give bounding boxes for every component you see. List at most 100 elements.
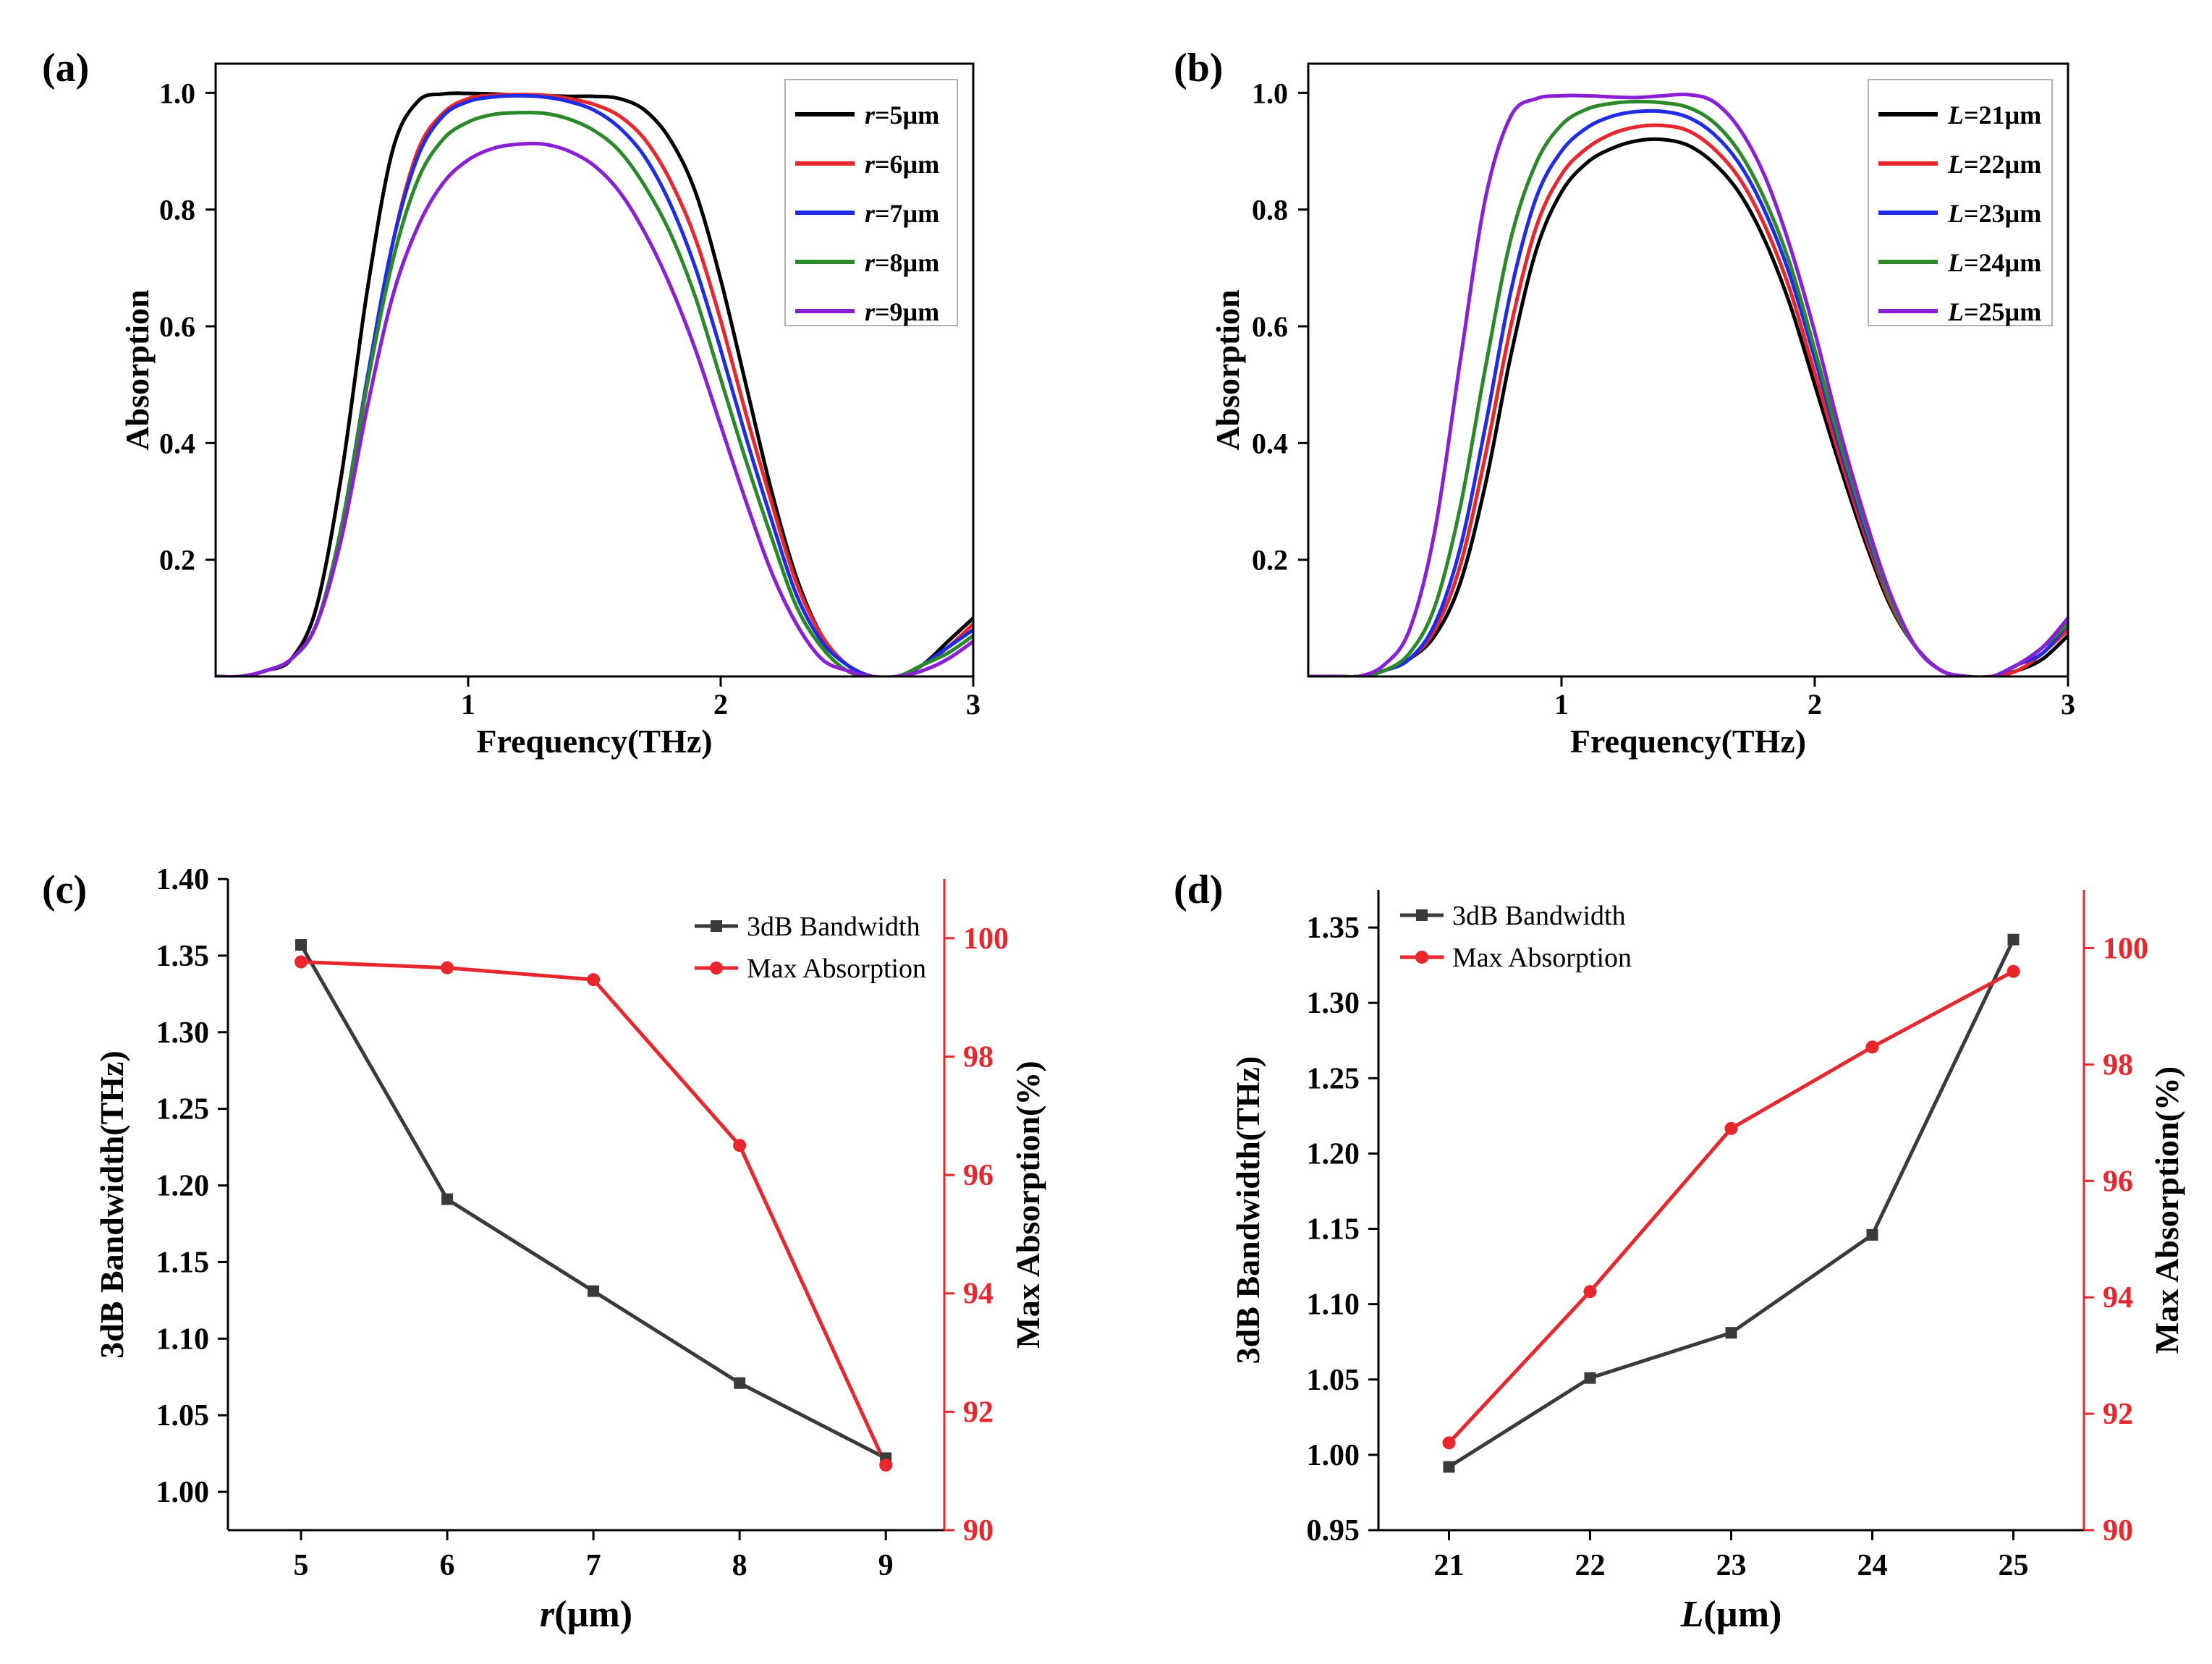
legend-box [1868, 79, 2053, 326]
x-axis-label: r(µm) [540, 1594, 632, 1635]
legend-var: r [865, 248, 876, 277]
legend-label: Max Absorption [747, 954, 926, 984]
y-tick-label: 0.2 [159, 544, 195, 577]
y-right-tick-label: 92 [2103, 1398, 2133, 1431]
y-tick-label: 1.15 [1307, 1213, 1360, 1247]
legend-value: =21µm [1964, 101, 2041, 130]
y-tick-label: 0.95 [1307, 1514, 1360, 1548]
x-axis-var: r [540, 1594, 555, 1635]
x-tick-label: 1 [461, 688, 475, 721]
series-line-r-5 [216, 141, 973, 676]
panel-label: (a) [42, 46, 89, 90]
y-right-tick-label: 96 [2103, 1165, 2133, 1198]
y-right-tick-label: 98 [963, 1040, 993, 1074]
legend-var: r [865, 150, 876, 179]
max-absorption-point [1724, 1121, 1738, 1135]
legend-value: =8µm [875, 248, 939, 277]
legend-label: L=24µm [1947, 248, 2041, 277]
bandwidth-point [588, 1285, 600, 1297]
panel-label: (b) [1174, 46, 1223, 90]
max-absorption-point [294, 955, 308, 969]
x-tick-label: 2 [1808, 688, 1822, 721]
y-right-tick-label: 92 [963, 1396, 993, 1429]
plot-frame [1307, 62, 2069, 678]
y-right-tick-label: 94 [963, 1278, 993, 1311]
y-tick-label: 1.35 [1307, 912, 1360, 945]
y-tick-label: 1.05 [1307, 1364, 1360, 1397]
legend-value: =25µm [1964, 297, 2041, 326]
panel-b: (b) 1 2 3 0.2 0.4 0.6 0.8 1.0 Frequency(THz) Absor… [1174, 46, 2075, 760]
legend-label: r=9µm [865, 297, 939, 326]
bandwidth-point [1725, 1327, 1737, 1339]
y-tick-label: 1.0 [1252, 77, 1288, 109]
y-tick-label: 1.25 [156, 1093, 210, 1126]
y-tick-label: 0.6 [159, 310, 195, 343]
y-tick-label: 0.4 [1252, 427, 1288, 459]
panel-label: (c) [42, 867, 87, 912]
legend-label: 3dB Bandwidth [1452, 901, 1626, 931]
bandwidth-line [299, 943, 887, 1460]
y-right-tick-label: 100 [2103, 932, 2148, 965]
series-line-r-4 [216, 111, 973, 676]
bandwidth-point [441, 1193, 454, 1205]
legend: 3dB Bandwidth Max Absorption [695, 912, 926, 984]
max-absorption-point [587, 973, 601, 987]
legend-var: r [865, 199, 876, 228]
panel-c: (c) 5 6 7 8 9 1.00 1.05 1.10 1.15 1.20 1.25 1.30 1.35… [42, 863, 1046, 1635]
y-tick-label: 1.00 [1307, 1439, 1360, 1472]
max-absorption-point [2007, 964, 2020, 978]
max-absorption-point [1442, 1436, 1456, 1450]
max-absorption-point [1865, 1040, 1879, 1054]
y-tick-label: 1.20 [1307, 1137, 1360, 1171]
legend-value: =7µm [875, 199, 939, 228]
panel-d: (d) 21 22 23 24 25 0.95 1.00 1.05 1.10 1.15 1.20 1.2… [1174, 867, 2185, 1635]
max-absorption-point [1583, 1285, 1597, 1299]
y-tick-label: 1.00 [156, 1476, 210, 1509]
legend-label: r=5µm [865, 101, 939, 130]
x-tick-label: 21 [1434, 1549, 1465, 1582]
legend-label: r=8µm [865, 248, 939, 277]
legend-value: =24µm [1964, 248, 2041, 277]
y-tick-label: 1.35 [156, 940, 210, 973]
legend: 3dB Bandwidth Max Absorption [1400, 901, 1632, 973]
x-axis-unit: (µm) [554, 1594, 632, 1635]
legend-label: Max Absorption [1452, 943, 1632, 973]
x-tick-label: 22 [1575, 1549, 1606, 1582]
y-axis-label: 3dB Bandwidth(THz) [1229, 1056, 1266, 1364]
legend-label: L=21µm [1947, 101, 2041, 130]
bandwidth-point [295, 939, 308, 951]
x-tick-label: 3 [966, 688, 980, 721]
y-right-tick-label: 100 [963, 922, 1009, 956]
curves [1308, 92, 2068, 676]
bandwidth-point [1866, 1228, 1878, 1241]
y-tick-label: 1.0 [159, 77, 195, 109]
y-tick-label: 0.2 [1252, 544, 1288, 577]
x-axis-label: Frequency(THz) [1570, 723, 1806, 760]
y-tick-label: 1.20 [156, 1170, 210, 1203]
x-tick-label: 24 [1857, 1549, 1888, 1582]
x-tick-label: 5 [294, 1549, 309, 1582]
legend-marker [710, 962, 723, 975]
bandwidth-point [734, 1377, 746, 1389]
y-tick-label: 0.8 [1252, 194, 1288, 226]
legend-marker [711, 920, 722, 932]
legend-marker [1416, 909, 1428, 921]
y-tick-label: 1.15 [156, 1246, 210, 1279]
legend-var: L [1947, 101, 1964, 130]
bandwidth-point [1443, 1461, 1455, 1473]
series-line-l-5 [1308, 92, 2068, 676]
legend-label: L=23µm [1947, 199, 2041, 228]
x-axis-var: L [1680, 1594, 1704, 1635]
legend-var: L [1947, 199, 1964, 228]
x-tick-label: 2 [713, 688, 728, 721]
y-tick-label: 1.30 [1307, 987, 1360, 1020]
x-axis-unit: (µm) [1703, 1594, 1781, 1635]
x-tick-label: 7 [586, 1549, 601, 1582]
legend-box [784, 79, 958, 326]
curves [216, 91, 973, 676]
y-right-tick-label: 94 [2103, 1281, 2133, 1315]
y-tick-label: 1.10 [156, 1323, 210, 1356]
plot-frame [214, 62, 975, 678]
legend-label: r=6µm [865, 150, 939, 179]
